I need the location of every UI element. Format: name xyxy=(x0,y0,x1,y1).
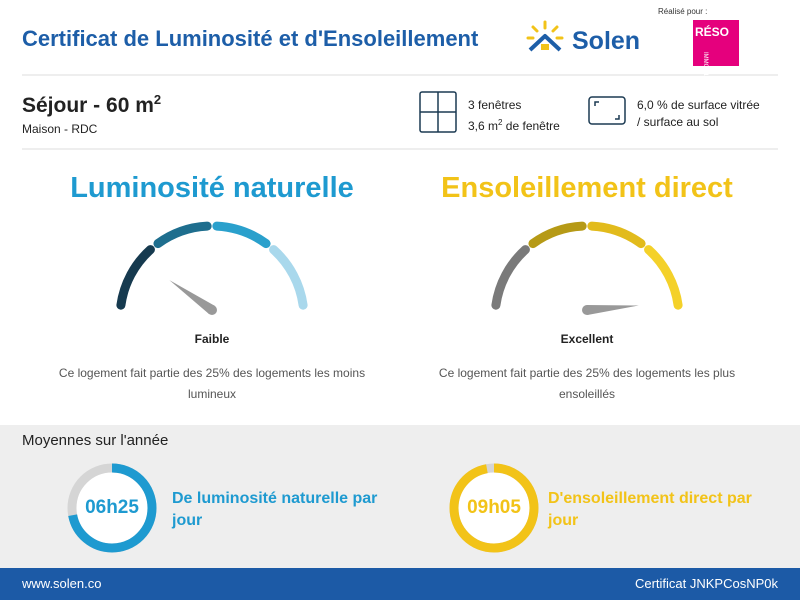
luminosity-title: Luminosité naturelle xyxy=(70,172,354,204)
windows-area-suffix: de fenêtre xyxy=(502,119,560,133)
rings xyxy=(67,463,539,553)
gauge-segment xyxy=(587,221,646,249)
gauge-hub xyxy=(582,305,592,315)
room-title: Séjour - 60 m2 xyxy=(22,92,161,118)
surface-icon xyxy=(588,96,626,125)
gauge-segment xyxy=(116,245,155,310)
partner-name: RÉSO xyxy=(695,25,730,39)
avg-value: 06h25 xyxy=(85,497,139,518)
room-subtitle: Maison - RDC xyxy=(22,122,98,136)
footer-certificate: Certificat JNKPCosNP0k xyxy=(634,576,778,591)
windows-area-value: 3,6 m xyxy=(468,119,499,133)
luminosity-description: Ce logement fait partie des 25% des loge… xyxy=(58,366,366,401)
sunshine-description: Ce logement fait partie des 25% des loge… xyxy=(438,366,736,401)
gauge-hub xyxy=(207,305,217,315)
avg-label: De luminosité naturelle par jour xyxy=(172,490,378,529)
ratio-line2: / surface au sol xyxy=(637,115,719,129)
averages-title: Moyennes sur l'année xyxy=(22,432,169,449)
ring-progress xyxy=(449,463,539,553)
avg-label: D'ensoleillement direct par jour xyxy=(548,490,752,529)
avg-value: 09h05 xyxy=(467,497,521,518)
gauge-segment xyxy=(644,245,683,310)
title: Certificat de Luminosité et d'Ensoleille… xyxy=(22,26,479,51)
windows-area-sup: 2 xyxy=(498,118,503,127)
gauge-segment xyxy=(153,221,212,249)
gauge-needle xyxy=(169,280,215,315)
windows-area: 3,6 m2 de fenêtre xyxy=(468,114,560,135)
footer-url: www.solen.co xyxy=(22,576,102,591)
gauge-segment xyxy=(491,245,530,310)
gauge-segment xyxy=(528,221,587,249)
partner-logo xyxy=(693,20,739,66)
ratio-line1: 6,0 % de surface vitrée xyxy=(637,98,760,112)
gauges xyxy=(116,221,683,315)
room-title-text: Séjour - 60 m xyxy=(22,94,154,117)
room-title-sup: 2 xyxy=(153,92,162,107)
gauge-segment xyxy=(212,221,271,249)
windows-count: 3 fenêtres xyxy=(468,98,522,112)
made-for: Réalisé pour : xyxy=(658,7,708,16)
sunshine-title: Ensoleillement direct xyxy=(441,172,733,204)
gauge-needle xyxy=(586,305,639,315)
footer-band xyxy=(0,568,800,600)
partner-tagline: IMMOBILIER xyxy=(702,52,708,88)
ring-progress xyxy=(67,463,157,553)
window-icon xyxy=(419,91,457,133)
luminosity-level: Faible xyxy=(194,332,230,346)
sunshine-level: Excellent xyxy=(560,332,614,346)
ratio-info: 6,0 % de surface vitrée / surface au sol xyxy=(637,97,760,131)
brand: Solen xyxy=(572,27,641,55)
windows-info: 3 fenêtres 3,6 m2 de fenêtre xyxy=(468,97,560,135)
gauge-segment xyxy=(269,245,308,310)
solen-logo xyxy=(526,20,564,52)
